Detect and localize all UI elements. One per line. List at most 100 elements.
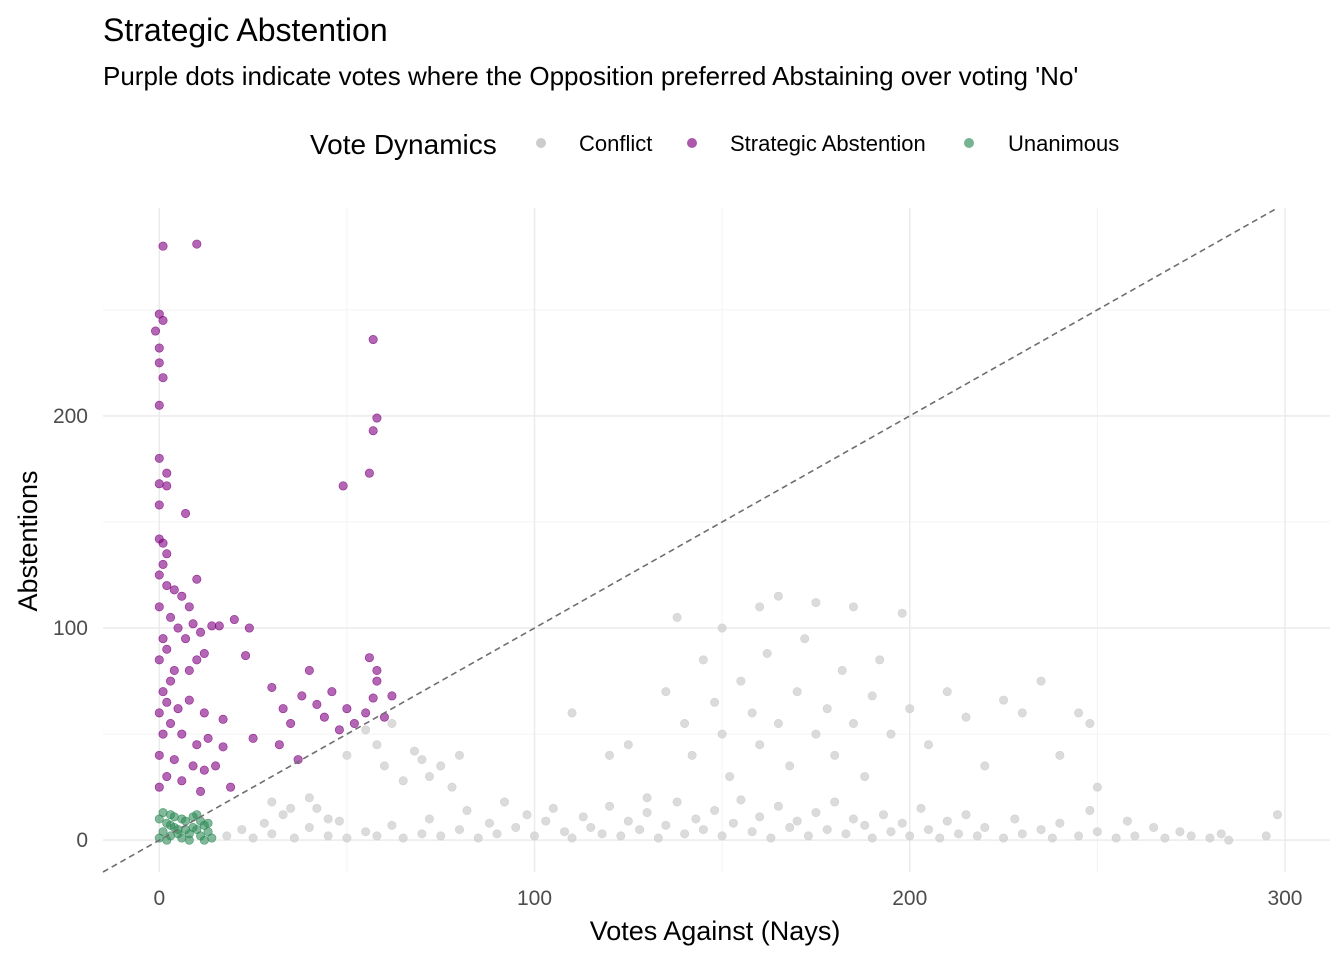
data-point (762, 648, 772, 658)
data-point (773, 719, 783, 729)
data-point (278, 704, 288, 714)
data-point (867, 691, 877, 701)
data-point (710, 805, 720, 815)
data-point (169, 665, 179, 675)
data-point (192, 239, 202, 249)
data-point (218, 742, 228, 752)
data-point (199, 708, 209, 718)
data-point (166, 676, 176, 686)
data-point (151, 326, 161, 336)
chart-title: Strategic Abstention (103, 12, 388, 48)
data-point (1272, 810, 1282, 820)
data-point (541, 816, 551, 826)
data-point (166, 719, 176, 729)
data-point (409, 746, 419, 756)
chart-subtitle: Purple dots indicate votes where the Opp… (103, 61, 1078, 91)
data-point (661, 820, 671, 830)
data-point (1216, 829, 1226, 839)
data-point (473, 833, 483, 843)
data-point (980, 761, 990, 771)
data-point (158, 559, 168, 569)
data-point (398, 833, 408, 843)
data-point (878, 810, 888, 820)
data-point (196, 816, 206, 826)
data-point (188, 619, 198, 629)
data-point (154, 400, 164, 410)
data-point (1111, 833, 1121, 843)
data-point (379, 761, 389, 771)
points (151, 239, 1282, 845)
data-point (192, 740, 202, 750)
reference-line (102, 207, 1278, 873)
data-point (162, 581, 172, 591)
data-point (886, 827, 896, 837)
data-point (980, 822, 990, 832)
data-point (811, 598, 821, 608)
data-point (241, 651, 251, 661)
legend-label-conflict: Conflict (579, 131, 652, 156)
data-point (755, 740, 765, 750)
data-point (484, 818, 494, 828)
y-tick-label: 200 (53, 405, 88, 428)
data-point (267, 797, 277, 807)
data-point (173, 704, 183, 714)
data-point (372, 676, 382, 686)
data-point (635, 825, 645, 835)
data-point (924, 740, 934, 750)
legend-key-strategic (687, 138, 697, 148)
data-point (342, 750, 352, 760)
data-point (162, 468, 172, 478)
data-point (924, 825, 934, 835)
data-point (942, 687, 952, 697)
data-point (736, 676, 746, 686)
x-tick-label: 0 (153, 887, 165, 910)
grid (103, 208, 1330, 872)
data-point (166, 820, 176, 830)
data-point (848, 814, 858, 824)
data-point (1261, 831, 1271, 841)
data-point (875, 655, 885, 665)
data-point (188, 812, 198, 822)
data-point (207, 833, 217, 843)
data-point (417, 829, 427, 839)
data-point (327, 687, 337, 697)
data-point (154, 570, 164, 580)
data-point (773, 801, 783, 811)
data-point (154, 750, 164, 760)
data-point (560, 827, 570, 837)
data-point (361, 827, 371, 837)
data-point (886, 729, 896, 739)
data-point (162, 481, 172, 491)
data-point (811, 729, 821, 739)
data-point (905, 831, 915, 841)
data-point (522, 810, 532, 820)
data-point (203, 818, 213, 828)
data-point (158, 808, 168, 818)
data-point (454, 825, 464, 835)
legend-key-unanimous (964, 138, 974, 148)
data-point (1175, 827, 1185, 837)
data-point (830, 797, 840, 807)
data-point (1224, 835, 1234, 845)
legend-key-conflict (536, 138, 546, 148)
data-point (372, 413, 382, 423)
data-point (1085, 719, 1095, 729)
data-point (267, 682, 277, 692)
data-point (747, 827, 757, 837)
data-point (492, 829, 502, 839)
data-point (162, 549, 172, 559)
data-point (961, 810, 971, 820)
data-point (192, 574, 202, 584)
data-point (338, 481, 348, 491)
x-tick-label: 200 (892, 887, 927, 910)
data-point (905, 704, 915, 714)
data-point (1186, 831, 1196, 841)
data-point (830, 750, 840, 760)
data-point (848, 602, 858, 612)
data-point (154, 358, 164, 368)
data-point (244, 623, 254, 633)
data-point (1017, 708, 1027, 718)
data-point (387, 719, 397, 729)
data-point (154, 453, 164, 463)
series-conflict (222, 591, 1282, 845)
